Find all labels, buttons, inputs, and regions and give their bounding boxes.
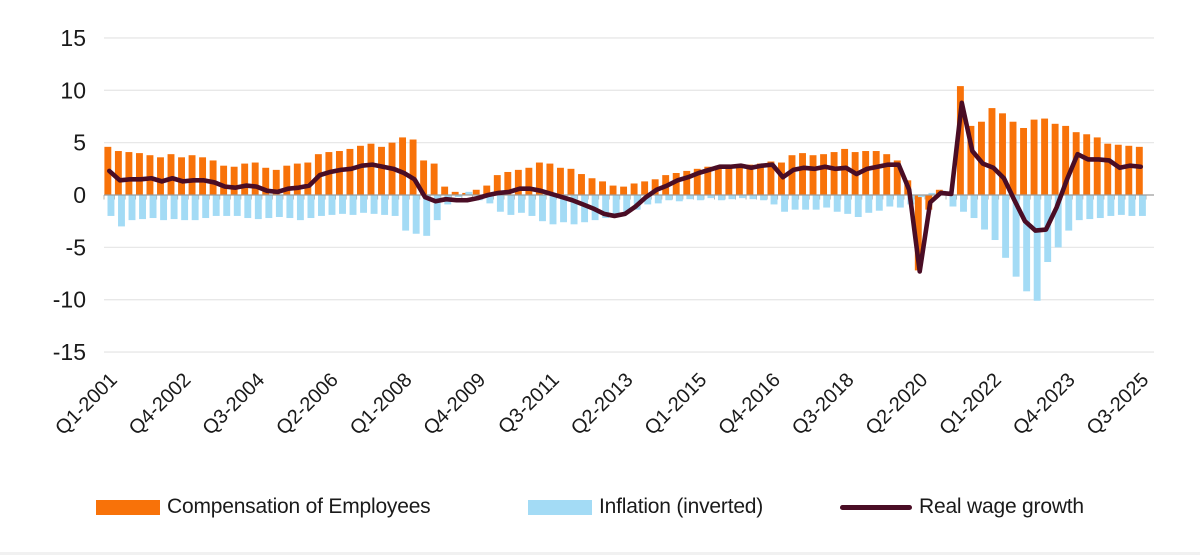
svg-text:Q4-2016: Q4-2016 xyxy=(714,369,785,440)
legend-label-real-wage: Real wage growth xyxy=(919,495,1084,518)
svg-text:-5: -5 xyxy=(66,234,86,260)
bottom-divider xyxy=(0,552,1200,555)
x-axis-labels: Q1-2001 Q4-2002 Q3-2004 Q2-2006 Q1-2008 Q4-20… xyxy=(51,369,1153,440)
svg-text:Q1-2008: Q1-2008 xyxy=(346,369,417,440)
orange-bar-swatch xyxy=(96,499,160,515)
compensation-bars xyxy=(104,86,1143,271)
svg-text:Q3-2018: Q3-2018 xyxy=(788,369,859,440)
svg-text:Q1-2001: Q1-2001 xyxy=(51,369,122,440)
svg-text:Q4-2023: Q4-2023 xyxy=(1009,369,1080,440)
legend: Compensation of Employees Inflation (inv… xyxy=(0,490,1200,530)
svg-text:Q2-2006: Q2-2006 xyxy=(272,369,343,440)
svg-text:Q4-2009: Q4-2009 xyxy=(420,369,491,440)
svg-text:0: 0 xyxy=(73,182,86,208)
svg-text:5: 5 xyxy=(73,130,86,156)
y-axis-labels: 15 10 5 0 -5 -10 -15 xyxy=(53,25,86,365)
svg-text:Q1-2022: Q1-2022 xyxy=(935,369,1006,440)
svg-text:Q1-2015: Q1-2015 xyxy=(641,369,712,440)
legend-label-compensation: Compensation of Employees xyxy=(167,495,431,518)
inflation-bars xyxy=(107,190,1146,301)
dark-line-swatch xyxy=(840,504,912,510)
svg-text:Q2-2020: Q2-2020 xyxy=(862,369,933,440)
legend-item-real-wage: Real wage growth xyxy=(840,495,1084,519)
legend-label-inflation: Inflation (inverted) xyxy=(599,495,764,518)
svg-text:15: 15 xyxy=(60,25,86,51)
svg-text:Q2-2013: Q2-2013 xyxy=(567,369,638,440)
svg-text:Q3-2004: Q3-2004 xyxy=(199,369,270,440)
legend-item-inflation: Inflation (inverted) xyxy=(528,495,763,519)
svg-text:-10: -10 xyxy=(53,287,86,313)
real-wage-line xyxy=(106,100,1144,274)
svg-text:10: 10 xyxy=(60,77,86,103)
svg-text:Q3-2011: Q3-2011 xyxy=(494,369,564,439)
gridlines xyxy=(104,37,1154,353)
blue-bar-swatch xyxy=(528,499,592,515)
svg-text:Q4-2002: Q4-2002 xyxy=(125,369,196,440)
svg-text:-15: -15 xyxy=(53,339,86,365)
svg-text:Q3-2025: Q3-2025 xyxy=(1083,369,1154,440)
legend-item-compensation: Compensation of Employees xyxy=(96,495,431,519)
